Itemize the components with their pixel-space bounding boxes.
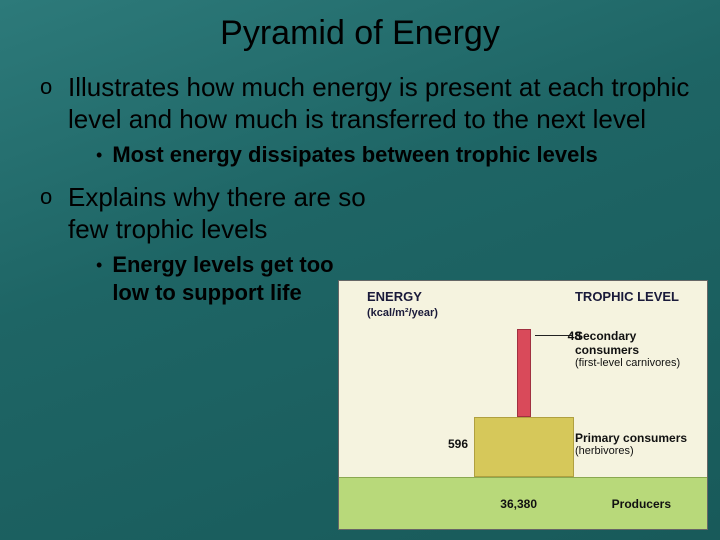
bullet-2: o Explains why there are so few trophic … bbox=[40, 181, 696, 245]
sub-bullet-marker: • bbox=[96, 251, 102, 307]
secondary-sublabel: (first-level carnivores) bbox=[575, 357, 695, 369]
bullet-marker: o bbox=[40, 181, 58, 245]
header-trophic: TROPHIC LEVEL bbox=[575, 289, 679, 319]
producers-value: 36,380 bbox=[489, 497, 537, 511]
header-energy-unit: (kcal/m²/year) bbox=[367, 307, 438, 319]
secondary-consumers-bar bbox=[517, 329, 531, 417]
primary-label: Primary consumers (herbivores) bbox=[575, 431, 695, 457]
primary-label-text: Primary consumers bbox=[575, 431, 687, 445]
slide-title: Pyramid of Energy bbox=[0, 0, 720, 53]
primary-value: 596 bbox=[434, 437, 468, 451]
sub-bullet-text: Most energy dissipates between trophic l… bbox=[112, 141, 597, 169]
energy-pyramid-figure: ENERGY (kcal/m²/year) TROPHIC LEVEL 48 S… bbox=[338, 280, 708, 530]
sub-bullet-text: Energy levels get too low to support lif… bbox=[112, 251, 370, 307]
secondary-label-text: Secondary consumers bbox=[575, 329, 639, 357]
producers-label: Producers bbox=[612, 497, 671, 511]
bullet-text: Explains why there are so few trophic le… bbox=[68, 181, 398, 245]
bullet-text: Illustrates how much energy is present a… bbox=[68, 71, 696, 135]
figure-header: ENERGY (kcal/m²/year) TROPHIC LEVEL bbox=[339, 289, 707, 319]
primary-consumers-bar bbox=[474, 417, 574, 477]
bullet-1: o Illustrates how much energy is present… bbox=[40, 71, 696, 135]
header-energy-label: ENERGY bbox=[367, 289, 422, 304]
header-energy: ENERGY (kcal/m²/year) bbox=[367, 289, 438, 319]
slide-content: o Illustrates how much energy is present… bbox=[0, 53, 720, 307]
sub-bullet-1: • Most energy dissipates between trophic… bbox=[40, 141, 696, 169]
bullet-marker: o bbox=[40, 71, 58, 135]
sub-bullet-2: • Energy levels get too low to support l… bbox=[40, 251, 370, 307]
secondary-label: Secondary consumers (first-level carnivo… bbox=[575, 329, 695, 369]
sub-bullet-marker: • bbox=[96, 141, 102, 169]
primary-sublabel: (herbivores) bbox=[575, 445, 695, 457]
